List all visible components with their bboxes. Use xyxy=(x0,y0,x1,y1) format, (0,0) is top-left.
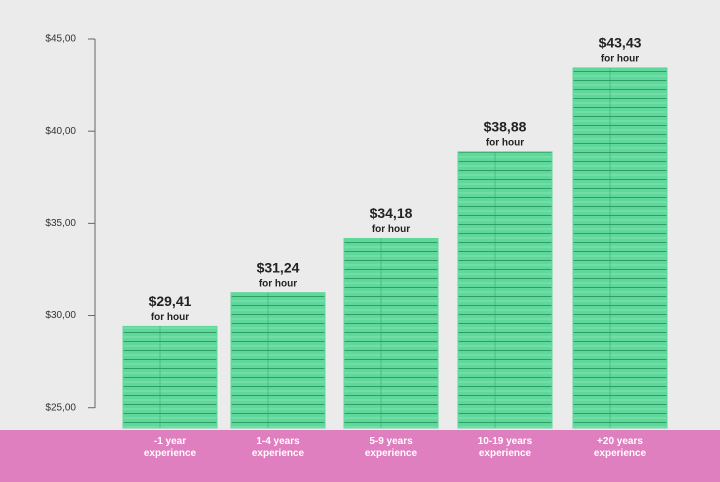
value-label: $34,18 xyxy=(370,205,413,221)
annotation: for hour xyxy=(151,312,189,323)
value-label: $43,43 xyxy=(599,35,642,51)
x-tick-label: -1 year experience xyxy=(143,436,197,459)
x-tick-label: +20 years experience xyxy=(593,436,647,459)
bar xyxy=(230,292,326,429)
y-tick-label: $45,00 xyxy=(45,34,76,45)
y-tick-label: $30,00 xyxy=(45,310,76,321)
y-tick-label: $35,00 xyxy=(45,218,76,229)
bar xyxy=(457,151,553,429)
x-tick-label: 10-19 years experience xyxy=(477,436,533,459)
x-tick-label: 5-9 years experience xyxy=(364,436,418,459)
bar xyxy=(343,237,439,429)
x-tick-label: 1-4 years experience xyxy=(251,436,305,459)
bar xyxy=(572,67,668,429)
bar xyxy=(122,325,218,429)
y-tick-label: $40,00 xyxy=(45,126,76,137)
annotation: for hour xyxy=(601,54,639,65)
value-label: $29,41 xyxy=(149,293,192,309)
annotation: for hour xyxy=(259,278,297,289)
value-label: $31,24 xyxy=(257,259,300,275)
footer-band xyxy=(0,430,720,482)
annotation: for hour xyxy=(372,224,410,235)
value-label: $38,88 xyxy=(484,119,527,135)
y-tick-label: $25,00 xyxy=(45,402,76,413)
annotation: for hour xyxy=(486,137,524,148)
